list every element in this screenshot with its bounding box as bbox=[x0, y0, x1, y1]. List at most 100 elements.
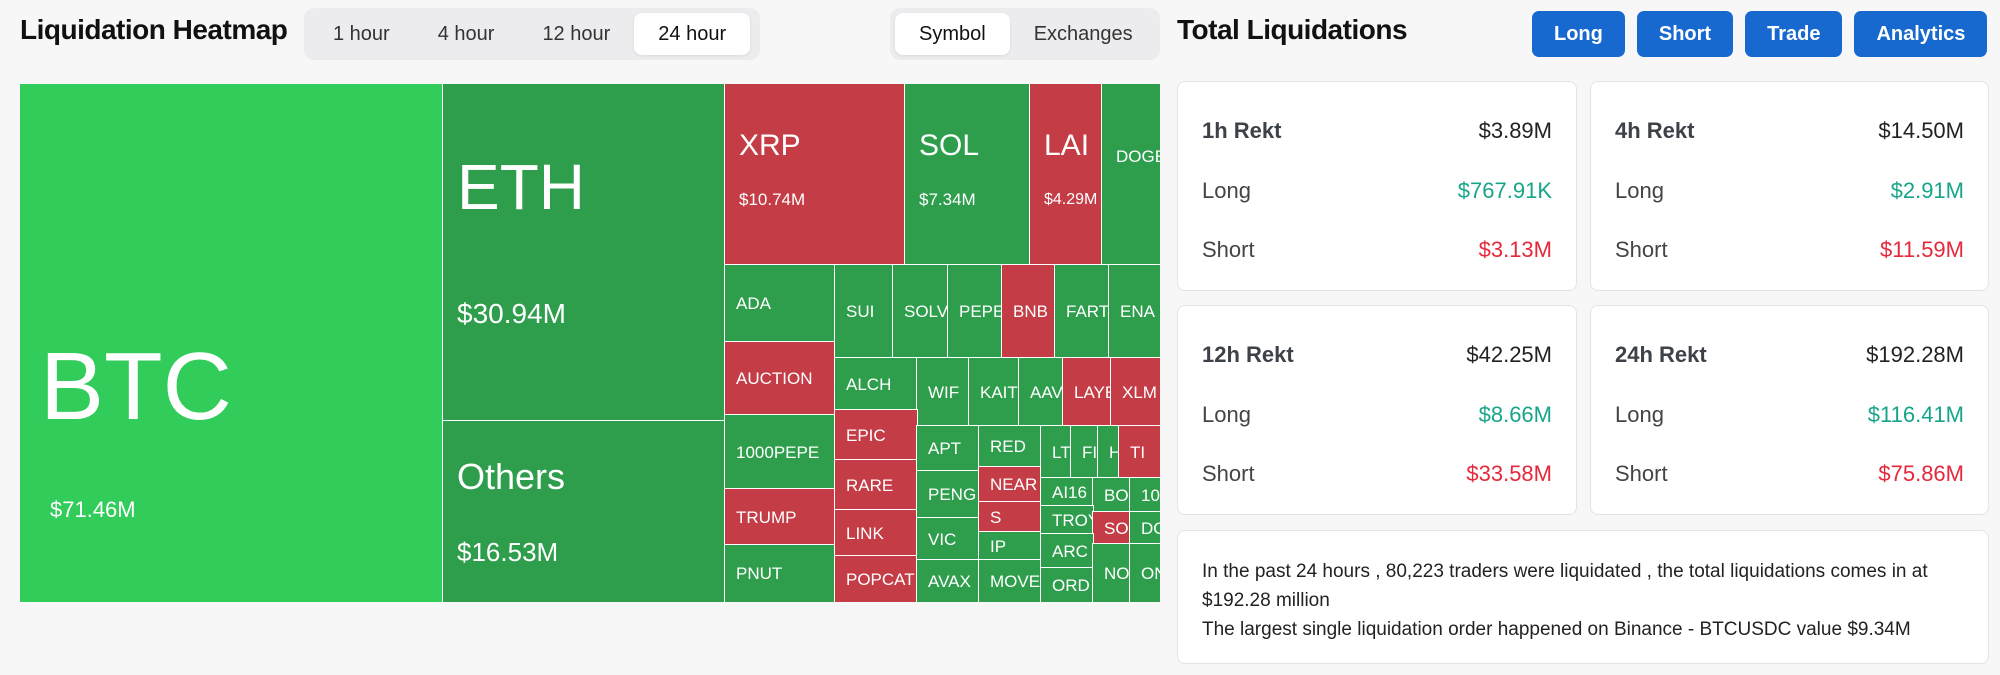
treemap-cell-trump[interactable]: TRUMP bbox=[724, 488, 836, 546]
treemap-cell-on[interactable]: ON bbox=[1129, 543, 1160, 602]
treemap-cell-ord[interactable]: ORD bbox=[1040, 567, 1094, 602]
liquidation-treemap: BTC $71.46M ETH $30.94M Others $16.53M XRP $10.… bbox=[20, 84, 1160, 602]
long-button[interactable]: Long bbox=[1532, 11, 1625, 57]
cell-symbol: KAIT bbox=[980, 382, 1018, 402]
treemap-cell-s[interactable]: S bbox=[978, 501, 1042, 533]
treemap-cell-kait[interactable]: KAIT bbox=[968, 357, 1020, 427]
treemap-cell-sui[interactable]: SUI bbox=[834, 264, 894, 359]
treemap-cell-avax[interactable]: AVAX bbox=[916, 559, 980, 602]
treemap-cell-eth[interactable]: ETH $30.94M bbox=[442, 84, 726, 422]
treemap-cell-pnut[interactable]: PNUT bbox=[724, 544, 836, 602]
treemap-cell-alch[interactable]: ALCH bbox=[834, 357, 918, 411]
cell-value: $10.74M bbox=[739, 190, 806, 210]
trade-button[interactable]: Trade bbox=[1745, 11, 1843, 57]
treemap-cell-lai[interactable]: LAI $4.29M bbox=[1029, 84, 1103, 266]
cell-symbol: XRP bbox=[739, 129, 801, 163]
cell-symbol: EPIC bbox=[846, 425, 886, 445]
tab-4-hour[interactable]: 4 hour bbox=[437, 23, 495, 45]
cell-value: $30.94M bbox=[457, 297, 566, 329]
treemap-cell-red[interactable]: RED bbox=[978, 425, 1042, 468]
card-label: 12h Rekt bbox=[1202, 342, 1294, 367]
treemap-cell-fi[interactable]: FI bbox=[1070, 425, 1099, 479]
cell-value: $16.53M bbox=[457, 537, 559, 568]
tab-exchanges[interactable]: Exchanges bbox=[1033, 23, 1133, 45]
treemap-cell-solv[interactable]: SOLV bbox=[892, 264, 949, 359]
treemap-cell-move[interactable]: MOVE bbox=[978, 559, 1042, 602]
cell-symbol: SUI bbox=[846, 302, 875, 322]
treemap-cell-ai16[interactable]: AI16 bbox=[1040, 477, 1094, 507]
treemap-cell-wif[interactable]: WIF bbox=[916, 357, 970, 427]
tab-24-hour[interactable]: 24 hour bbox=[634, 13, 751, 55]
treemap-cell-xrp[interactable]: XRP $10.74M bbox=[724, 84, 906, 266]
cell-symbol: AAV bbox=[1030, 382, 1063, 402]
treemap-cell-xlm[interactable]: XLM bbox=[1110, 357, 1160, 427]
cell-symbol: MOVE bbox=[990, 571, 1041, 591]
treemap-cell-popcat[interactable]: POPCAT bbox=[834, 555, 918, 602]
view-mode-selector: Symbol Exchanges bbox=[890, 8, 1160, 60]
treemap-cell-rare[interactable]: RARE bbox=[834, 459, 918, 511]
treemap-cell-auction[interactable]: AUCTION bbox=[724, 341, 836, 416]
cell-symbol: BNB bbox=[1013, 302, 1048, 322]
treemap-cell-doge[interactable]: DOGE bbox=[1101, 84, 1160, 266]
treemap-cell-pepe[interactable]: PEPE bbox=[947, 264, 1003, 359]
cell-value: $71.46M bbox=[50, 496, 136, 522]
treemap-cell-ti[interactable]: TI bbox=[1118, 425, 1160, 479]
card-label: 24h Rekt bbox=[1615, 342, 1707, 367]
tab-12-hour[interactable]: 12 hour bbox=[542, 23, 611, 45]
analytics-button[interactable]: Analytics bbox=[1854, 11, 1988, 57]
cell-symbol: NO bbox=[1104, 563, 1130, 583]
treemap-cell-1000pepe[interactable]: 1000PEPE bbox=[724, 414, 836, 490]
cell-symbol: ARC bbox=[1052, 541, 1088, 561]
cell-symbol: TROY bbox=[1052, 510, 1093, 530]
treemap-cell-bo[interactable]: BO bbox=[1092, 477, 1131, 513]
treemap-cell-apt[interactable]: APT bbox=[916, 425, 980, 472]
long-value: $2.91M bbox=[1890, 178, 1964, 203]
heatmap-title: Liquidation Heatmap bbox=[20, 14, 288, 45]
treemap-cell-epic[interactable]: EPIC bbox=[834, 409, 918, 461]
cell-symbol: POPCAT bbox=[846, 569, 915, 589]
treemap-cell-peng[interactable]: PENG bbox=[916, 470, 980, 519]
cell-symbol: DOGE bbox=[1116, 147, 1160, 167]
treemap-cell-fart[interactable]: FART bbox=[1054, 264, 1110, 359]
treemap-cell-others[interactable]: Others $16.53M bbox=[442, 420, 726, 602]
treemap-cell-bnb[interactable]: BNB bbox=[1001, 264, 1056, 359]
treemap-cell-10[interactable]: 10 bbox=[1129, 477, 1160, 513]
treemap-cell-do[interactable]: DO bbox=[1129, 511, 1160, 545]
treemap-cell-near[interactable]: NEAR bbox=[978, 466, 1042, 503]
long-value: $767.91K bbox=[1457, 178, 1552, 203]
treemap-cell-laye[interactable]: LAYE bbox=[1062, 357, 1112, 427]
treemap-cell-link[interactable]: LINK bbox=[834, 509, 918, 557]
short-label: Short bbox=[1202, 461, 1255, 486]
short-value: $3.13M bbox=[1478, 237, 1552, 262]
cell-symbol: PEPE bbox=[959, 302, 1002, 322]
cell-symbol: RED bbox=[990, 437, 1026, 457]
treemap-cell-lt[interactable]: LT bbox=[1040, 425, 1072, 479]
treemap-cell-so[interactable]: SO bbox=[1092, 511, 1131, 545]
cell-symbol: XLM bbox=[1122, 382, 1157, 402]
treemap-cell-no[interactable]: NO bbox=[1092, 543, 1131, 602]
cell-symbol: LAYE bbox=[1074, 382, 1111, 402]
treemap-cell-vic[interactable]: VIC bbox=[916, 517, 980, 561]
cell-value: $7.34M bbox=[919, 190, 976, 210]
treemap-cell-h[interactable]: H bbox=[1097, 425, 1120, 479]
short-button[interactable]: Short bbox=[1636, 11, 1734, 57]
tab-symbol[interactable]: Symbol bbox=[895, 13, 1010, 55]
treemap-cell-troy[interactable]: TROY bbox=[1040, 505, 1094, 535]
cell-symbol: ORD bbox=[1052, 575, 1090, 595]
treemap-cell-btc[interactable]: BTC $71.46M bbox=[20, 84, 444, 602]
treemap-cell-ada[interactable]: ADA bbox=[724, 264, 836, 343]
cell-value: $4.29M bbox=[1044, 191, 1098, 209]
cell-symbol: TI bbox=[1130, 442, 1146, 462]
card-total: $192.28M bbox=[1866, 342, 1964, 367]
tab-1-hour[interactable]: 1 hour bbox=[333, 23, 390, 45]
treemap-cell-arc[interactable]: ARC bbox=[1040, 533, 1094, 569]
treemap-cell-sol[interactable]: SOL $7.34M bbox=[904, 84, 1031, 266]
long-label: Long bbox=[1615, 178, 1664, 203]
cell-symbol: ALCH bbox=[846, 374, 892, 394]
treemap-cell-aav[interactable]: AAV bbox=[1018, 357, 1064, 427]
cell-symbol: AI16 bbox=[1052, 482, 1087, 502]
cell-symbol: LAI bbox=[1044, 129, 1090, 163]
treemap-cell-ena[interactable]: ENA bbox=[1108, 264, 1160, 359]
cell-symbol: SOLV bbox=[904, 302, 948, 322]
treemap-cell-ip[interactable]: IP bbox=[978, 531, 1042, 561]
